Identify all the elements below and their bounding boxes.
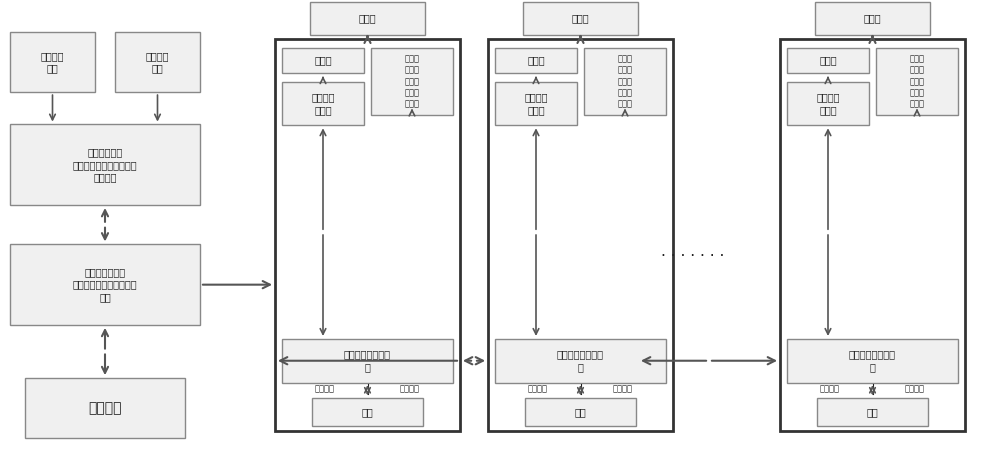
FancyBboxPatch shape [282,339,453,383]
Text: 晶闸管驱
动电路: 晶闸管驱 动电路 [311,92,335,115]
FancyBboxPatch shape [815,2,930,35]
Text: 三相电流
信号: 三相电流 信号 [146,51,169,73]
Text: 交互信号: 交互信号 [613,384,633,394]
Text: 晶闸管: 晶闸管 [819,56,837,65]
FancyBboxPatch shape [10,124,200,205]
FancyBboxPatch shape [787,48,869,73]
Text: 晶闸管驱
动电路: 晶闸管驱 动电路 [816,92,840,115]
FancyBboxPatch shape [10,32,95,92]
FancyBboxPatch shape [25,378,185,438]
Text: 晶闸管: 晶闸管 [314,56,332,65]
FancyBboxPatch shape [10,244,200,325]
Text: 风扇: 风扇 [575,407,586,417]
FancyBboxPatch shape [371,48,453,115]
FancyBboxPatch shape [282,48,364,73]
FancyBboxPatch shape [310,2,425,35]
Text: 电抗器: 电抗器 [359,13,376,24]
FancyBboxPatch shape [525,398,636,426]
Text: 复杂可编程逻辑器
件: 复杂可编程逻辑器 件 [849,349,896,372]
FancyBboxPatch shape [817,398,928,426]
Text: 晶闸管
故障信
号、熔
断器熔
断信号: 晶闸管 故障信 号、熔 断器熔 断信号 [910,55,924,108]
Text: 风扇控制: 风扇控制 [315,384,335,394]
FancyBboxPatch shape [488,39,673,431]
FancyBboxPatch shape [876,48,958,115]
Text: 晶闸管: 晶闸管 [527,56,545,65]
FancyBboxPatch shape [495,82,577,125]
Text: 输入输出接口
（输入信号调理、输出信
号驱动）: 输入输出接口 （输入信号调理、输出信 号驱动） [73,148,137,182]
Text: 复杂可编程逻辑器
件: 复杂可编程逻辑器 件 [557,349,604,372]
Text: 交互信号: 交互信号 [905,384,925,394]
Text: 晶闸管驱
动电路: 晶闸管驱 动电路 [524,92,548,115]
FancyBboxPatch shape [787,82,869,125]
FancyBboxPatch shape [282,82,364,125]
FancyBboxPatch shape [780,39,965,431]
Text: 复杂可编程逻辑器
件: 复杂可编程逻辑器 件 [344,349,391,372]
FancyBboxPatch shape [312,398,423,426]
FancyBboxPatch shape [787,339,958,383]
FancyBboxPatch shape [495,339,666,383]
Text: 晶闸管
故障信
号、熔
断器熔
断信号: 晶闸管 故障信 号、熔 断器熔 断信号 [405,55,420,108]
Text: . . . . . . .: . . . . . . . [661,244,725,259]
Text: 数字信号处理器
（无功控制算法和异常保
护）: 数字信号处理器 （无功控制算法和异常保 护） [73,267,137,302]
Text: 风扇: 风扇 [362,407,373,417]
Text: 通讯模块: 通讯模块 [88,401,122,415]
Text: 晶闸管
故障信
号、熔
断器熔
断信号: 晶闸管 故障信 号、熔 断器熔 断信号 [618,55,633,108]
FancyBboxPatch shape [584,48,666,115]
Text: 风扇控制: 风扇控制 [820,384,840,394]
Text: 风扇: 风扇 [867,407,878,417]
Text: 电抗器: 电抗器 [864,13,881,24]
Text: 三相电压
信号: 三相电压 信号 [41,51,64,73]
Text: 风扇控制: 风扇控制 [528,384,548,394]
Text: 交互信号: 交互信号 [400,384,420,394]
Text: 电抗器: 电抗器 [572,13,589,24]
FancyBboxPatch shape [523,2,638,35]
FancyBboxPatch shape [495,48,577,73]
FancyBboxPatch shape [115,32,200,92]
FancyBboxPatch shape [275,39,460,431]
